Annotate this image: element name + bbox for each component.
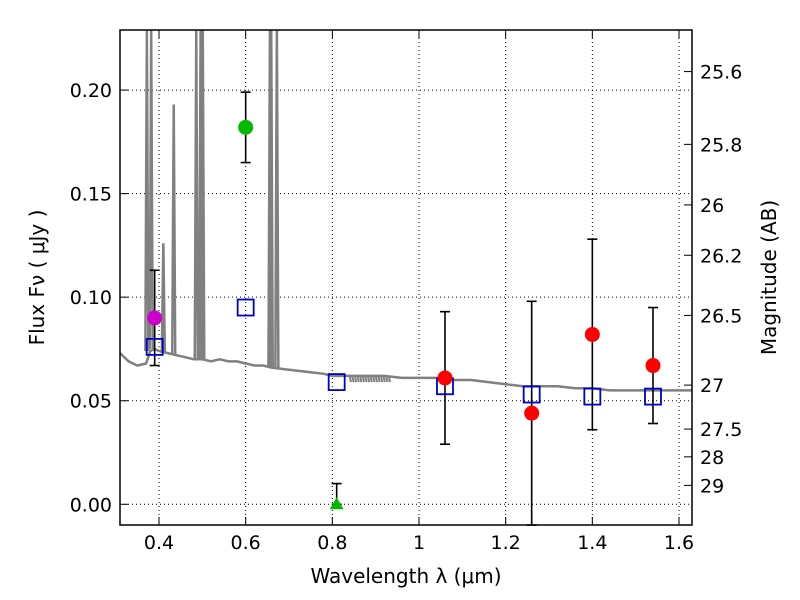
right-tick-label: 26.5 bbox=[700, 305, 742, 327]
y-tick-label: 0.00 bbox=[70, 494, 112, 516]
data-markers-group bbox=[145, 91, 662, 526]
spectrum-emission-line bbox=[144, 30, 150, 352]
right-tick-label: 27 bbox=[700, 375, 724, 397]
right-tick-label: 27.5 bbox=[700, 419, 742, 441]
model-photometry-square bbox=[522, 385, 541, 404]
model-spectrum-group bbox=[120, 30, 692, 392]
model-photometry-square bbox=[327, 373, 346, 391]
plot-frame bbox=[119, 29, 693, 526]
model-photometry-square bbox=[583, 387, 602, 406]
y-tick-label: 0.20 bbox=[70, 80, 112, 102]
right-tick-label: 26 bbox=[700, 195, 724, 217]
upper-limit-triangle bbox=[329, 497, 344, 510]
observed-green-point bbox=[238, 119, 254, 135]
y-tick-label: 0.15 bbox=[70, 184, 112, 206]
y-tick-label: 0.10 bbox=[70, 287, 112, 309]
right-tick-label: 25.8 bbox=[700, 134, 742, 156]
spectrum-emission-line bbox=[268, 30, 274, 368]
spectrum-emission-line bbox=[170, 104, 177, 356]
spectrum-emission-line bbox=[200, 30, 206, 360]
spectrum-absorption-features bbox=[348, 375, 391, 383]
x-tick-label: 1.4 bbox=[577, 532, 607, 554]
model-photometry-square bbox=[644, 387, 662, 406]
x-tick-label: 0.8 bbox=[317, 532, 347, 554]
spectrum-emission-line bbox=[274, 30, 280, 368]
right-tick-label: 25.6 bbox=[700, 62, 742, 84]
observed-red-point bbox=[645, 358, 661, 374]
model-photometry-square bbox=[145, 337, 164, 356]
spectrum-emission-line bbox=[193, 30, 200, 360]
x-tick-label: 0.4 bbox=[144, 532, 174, 554]
right-axis-label: Magnitude (AB) bbox=[757, 200, 781, 355]
observed-magenta-point bbox=[147, 310, 163, 326]
x-tick-label: 1 bbox=[413, 532, 425, 554]
x-axis-label: Wavelength λ (μm) bbox=[310, 564, 501, 588]
right-tick-label: 29 bbox=[700, 475, 724, 497]
grid-lines bbox=[120, 30, 692, 525]
spectrum-emission-line bbox=[160, 243, 167, 354]
x-tick-label: 0.6 bbox=[231, 532, 261, 554]
observed-red-point bbox=[524, 405, 540, 421]
model-photometry-square bbox=[236, 298, 255, 317]
x-tick-label: 1.2 bbox=[491, 532, 521, 554]
right-tick-label: 26.2 bbox=[700, 245, 742, 267]
observed-red-point bbox=[584, 326, 600, 342]
y-axis-label: Flux Fν ( μJy ) bbox=[25, 210, 49, 346]
spectrum-emission-line bbox=[148, 30, 154, 349]
tick-marks-group bbox=[120, 30, 692, 525]
y-tick-label: 0.05 bbox=[70, 391, 112, 413]
spectrum-continuum bbox=[120, 347, 692, 392]
x-tick-label: 1.6 bbox=[664, 532, 694, 554]
observed-red-point bbox=[437, 370, 453, 386]
right-tick-label: 28 bbox=[700, 447, 724, 469]
